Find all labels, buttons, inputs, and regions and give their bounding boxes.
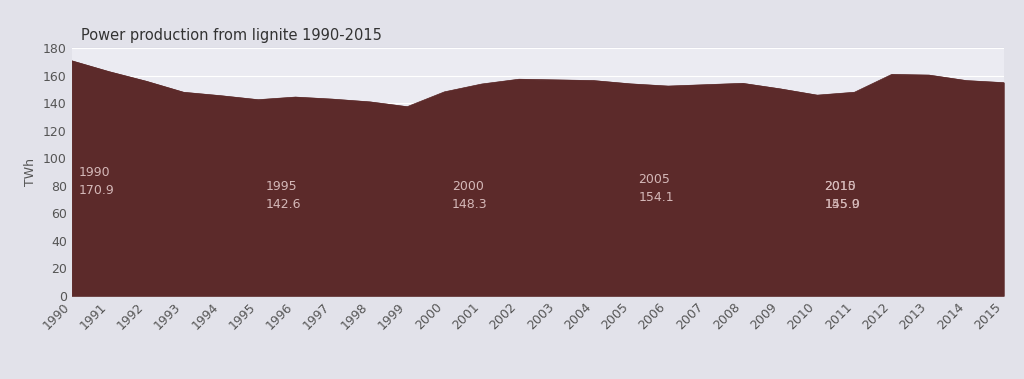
Text: Power production from lignite 1990-2015: Power production from lignite 1990-2015 bbox=[81, 28, 382, 43]
Text: 1995
142.6: 1995 142.6 bbox=[265, 180, 301, 211]
Y-axis label: TWh: TWh bbox=[25, 158, 38, 186]
Text: 1990
170.9: 1990 170.9 bbox=[79, 166, 115, 197]
Text: 2005
154.1: 2005 154.1 bbox=[638, 173, 674, 204]
Text: 2010
145.9: 2010 145.9 bbox=[824, 180, 860, 211]
Text: 2000
148.3: 2000 148.3 bbox=[452, 180, 487, 211]
Text: 2015
155.0: 2015 155.0 bbox=[824, 180, 860, 211]
